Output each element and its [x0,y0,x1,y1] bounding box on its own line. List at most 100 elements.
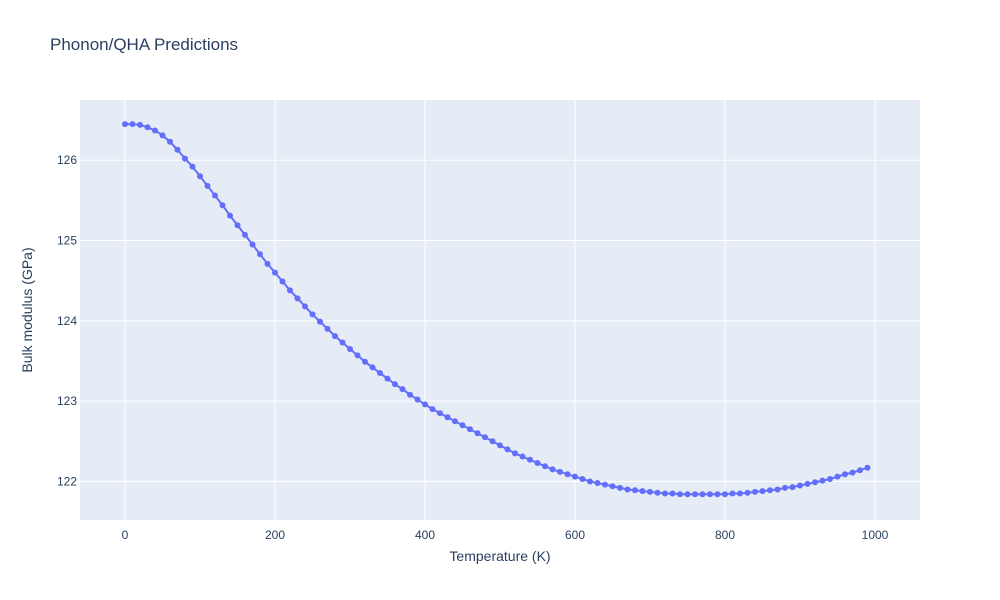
data-point [669,490,676,497]
data-point [317,318,323,325]
x-axis-title: Temperature (K) [449,548,550,564]
x-axis-ticks: 0 200 400 600 800 1000 [122,528,889,542]
data-point [677,491,683,498]
data-point [137,121,143,128]
data-point [324,325,331,332]
y-tick-label: 122 [57,474,77,488]
data-point [174,146,181,153]
data-point [534,459,541,466]
data-point [377,370,383,377]
chart-title: Phonon/QHA Predictions [50,35,238,54]
data-point [504,446,511,453]
series-markers [122,121,871,498]
data-point [632,487,638,494]
data-point [579,476,586,483]
data-point [594,480,601,487]
data-point [287,287,293,294]
data-point [819,477,826,484]
data-point [849,469,856,476]
data-point [782,484,788,491]
data-point [354,352,361,359]
data-point [467,426,473,433]
data-point [602,481,608,488]
data-point [302,303,308,310]
data-point [684,491,691,498]
data-point [774,486,781,493]
data-point [407,391,413,398]
data-point [654,489,661,496]
data-point [152,127,158,134]
data-point [219,202,226,209]
data-point [482,434,488,441]
data-point [212,192,218,199]
data-point [339,339,346,346]
x-tick-label: 400 [415,528,435,542]
data-point [197,173,203,180]
data-point [227,212,233,219]
x-tick-label: 600 [565,528,585,542]
data-point [557,468,563,475]
data-point [624,486,631,493]
data-point [144,124,151,131]
data-point [834,473,841,480]
y-tick-label: 125 [57,234,77,248]
data-point [512,450,518,457]
gridlines [80,100,920,520]
data-point [752,488,758,495]
data-point [797,482,803,489]
data-point [249,241,256,248]
data-point [647,488,653,495]
data-point [309,311,316,318]
data-point [617,484,623,491]
data-point [474,430,481,437]
data-point [707,491,713,498]
data-point [489,438,496,445]
data-point [744,489,751,496]
y-axis-ticks: 122 123 124 125 126 [57,153,77,488]
data-point [272,269,278,276]
data-point [609,483,616,490]
data-point [332,333,338,340]
x-tick-label: 1000 [862,528,889,542]
x-tick-label: 800 [715,528,735,542]
data-point [699,491,706,498]
data-point [542,463,548,470]
data-point [827,476,833,483]
data-point [639,488,646,495]
data-point [789,484,796,491]
data-point [857,467,863,474]
data-point [527,456,533,463]
data-point [737,490,743,497]
plot-area [80,100,920,520]
data-point [414,396,421,403]
data-point [204,182,211,189]
data-point [497,442,503,449]
y-axis-title: Bulk modulus (GPa) [19,247,35,372]
data-point [384,375,391,382]
data-point [729,490,736,497]
data-point [347,345,353,352]
data-point [864,464,871,471]
data-point [264,260,271,267]
x-tick-label: 0 [122,528,129,542]
data-point [429,406,436,413]
data-point [444,414,451,421]
data-point [722,491,728,498]
data-point [692,491,698,498]
data-point [804,480,811,487]
data-point [362,358,368,365]
data-point [587,478,593,485]
data-point [242,231,248,238]
data-point [189,163,196,170]
data-point [549,466,556,473]
data-point [294,295,301,302]
y-tick-label: 124 [57,314,77,328]
data-point [519,453,526,460]
data-point [812,479,818,486]
data-point [572,473,578,480]
data-point [759,488,766,495]
data-point [437,410,443,417]
data-point [459,422,466,429]
data-point [767,487,773,494]
